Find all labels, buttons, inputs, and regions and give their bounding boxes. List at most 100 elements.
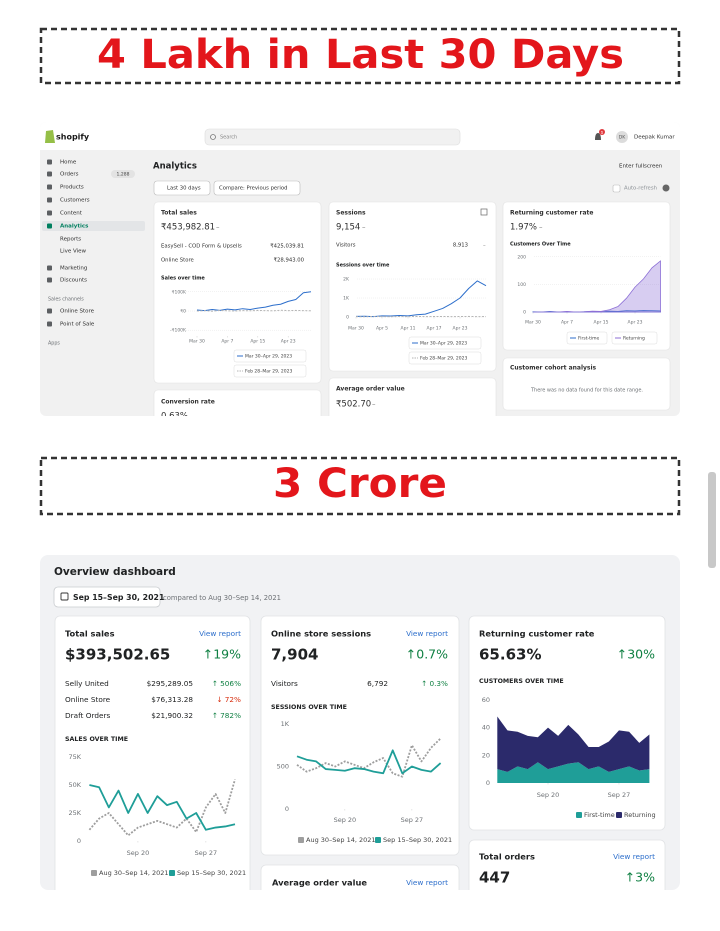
y-tick-label: 40 <box>482 724 490 732</box>
legend-swatch <box>375 837 381 843</box>
view-report-link[interactable]: View report <box>613 852 655 861</box>
y-tick-label: 500 <box>277 763 289 771</box>
metric-value: 1.97% <box>510 223 537 233</box>
x-tick-label: Sep 20 <box>127 849 150 857</box>
nav-icon <box>47 184 52 190</box>
badge <box>111 170 135 178</box>
legend-label: First-time <box>578 336 599 342</box>
y-tick-label: ₹100K <box>172 289 187 295</box>
compare-button[interactable] <box>213 180 301 196</box>
user-name: Deepak Kumar <box>634 135 675 141</box>
scrollbar[interactable] <box>708 472 716 568</box>
empty-note: There was no data found for this date ra… <box>530 388 643 394</box>
x-tick-label: Apr 23 <box>628 320 643 326</box>
y-tick-label: 50K <box>68 781 81 789</box>
nav-icon <box>47 223 52 229</box>
nav-item: Live View <box>60 249 87 255</box>
search-box[interactable] <box>204 128 461 146</box>
nav-icon <box>47 321 52 327</box>
view-report-link[interactable]: View report <box>406 629 448 638</box>
x-tick-label: Apr 11 <box>401 326 416 332</box>
help-icon <box>662 184 670 192</box>
legend-label: Sep 15–Sep 30, 2021 <box>383 836 452 844</box>
view-report-link[interactable]: View report <box>406 878 448 887</box>
series-area <box>497 762 650 783</box>
card-title: Customer cohort analysis <box>510 365 597 372</box>
card <box>153 201 322 384</box>
nav-item: Point of Sale <box>60 322 95 328</box>
legend-box <box>408 351 482 365</box>
metric-value: ₹502.70 <box>336 400 371 410</box>
row-label: Online Store <box>65 695 111 704</box>
card <box>502 201 671 351</box>
date-button[interactable] <box>153 180 211 196</box>
row-change: ↓ 72% <box>216 695 241 704</box>
row-label: EasySell - COD Form & Upsells <box>161 244 242 250</box>
metric-change: ↑30% <box>617 647 655 662</box>
row-label: Draft Orders <box>65 711 110 720</box>
nav-item: Content <box>60 211 83 217</box>
card-icon <box>480 208 488 216</box>
nav-icon <box>47 210 52 216</box>
legend-label: Mar 30–Apr 29, 2023 <box>245 354 292 360</box>
legend-label: Feb 28–Mar 29, 2023 <box>420 356 467 362</box>
chart-title: SALES OVER TIME <box>65 736 128 743</box>
x-tick-label: Sep 27 <box>195 849 218 857</box>
view-report-link[interactable]: View report <box>199 629 241 638</box>
chart-title: Customers Over Time <box>510 242 571 248</box>
y-tick-label: 0 <box>285 805 289 813</box>
x-tick-label: Apr 7 <box>561 320 573 326</box>
row-label: Visitors <box>271 679 298 688</box>
date-button[interactable] <box>53 586 161 608</box>
metric-change: – <box>539 223 543 231</box>
y-tick-label: 0 <box>346 315 349 321</box>
series-line <box>296 749 442 775</box>
nav-item: Marketing <box>60 266 87 272</box>
nav-item: Reports <box>60 237 81 243</box>
x-tick-label: Mar 30 <box>525 320 541 326</box>
row-change: – <box>483 243 486 249</box>
nav-item: Orders <box>60 172 79 178</box>
metric-value: 65.63% <box>479 646 541 664</box>
avatar-initials: DK <box>619 135 626 141</box>
banner-title: 3 Crore <box>273 461 447 507</box>
metric-change: – <box>362 223 366 231</box>
legend-swatch <box>298 837 304 843</box>
nav-icon <box>47 171 52 177</box>
x-tick-label: Sep 27 <box>401 816 424 824</box>
legend-swatch <box>91 870 97 876</box>
chart-title: SESSIONS OVER TIME <box>271 704 347 711</box>
nav-icon <box>47 159 52 165</box>
metric-change: – <box>216 223 220 231</box>
bell-icon[interactable] <box>595 133 601 140</box>
x-tick-label: Apr 15 <box>594 320 609 326</box>
avatar[interactable] <box>616 131 628 143</box>
metric-value: 0.63% <box>161 412 188 422</box>
checkbox[interactable] <box>612 184 621 193</box>
legend-label: Sep 15–Sep 30, 2021 <box>177 869 246 877</box>
row-label: Online Store <box>161 258 194 264</box>
banner-frame <box>39 456 681 516</box>
y-tick-label: 25K <box>68 809 81 817</box>
row-change: ↑ 782% <box>212 711 241 720</box>
date-label: Sep 15–Sep 30, 2021 <box>73 593 164 602</box>
badge-text: 1,288 <box>117 172 130 178</box>
search-icon <box>210 134 216 140</box>
y-tick-label: 0 <box>486 779 490 787</box>
page-title: Analytics <box>153 162 197 172</box>
x-tick-label: Mar 30 <box>189 339 205 345</box>
dashboard-title: Overview dashboard <box>54 566 176 578</box>
series-line <box>196 309 312 312</box>
nav-item: Online Store <box>60 309 95 315</box>
y-tick-label: 1K <box>281 720 290 728</box>
card <box>260 615 460 856</box>
row-value: $21,900.32 <box>151 711 193 720</box>
metric-change: ↑3% <box>625 870 655 885</box>
metric-value: ₹453,982.81 <box>161 223 215 233</box>
comparison-note: compared to Aug 30–Sep 14, 2021 <box>163 594 281 602</box>
y-tick-label: 0 <box>77 837 81 845</box>
card-title: Sessions <box>336 210 366 217</box>
toggle-label: Auto-refresh <box>624 186 657 192</box>
